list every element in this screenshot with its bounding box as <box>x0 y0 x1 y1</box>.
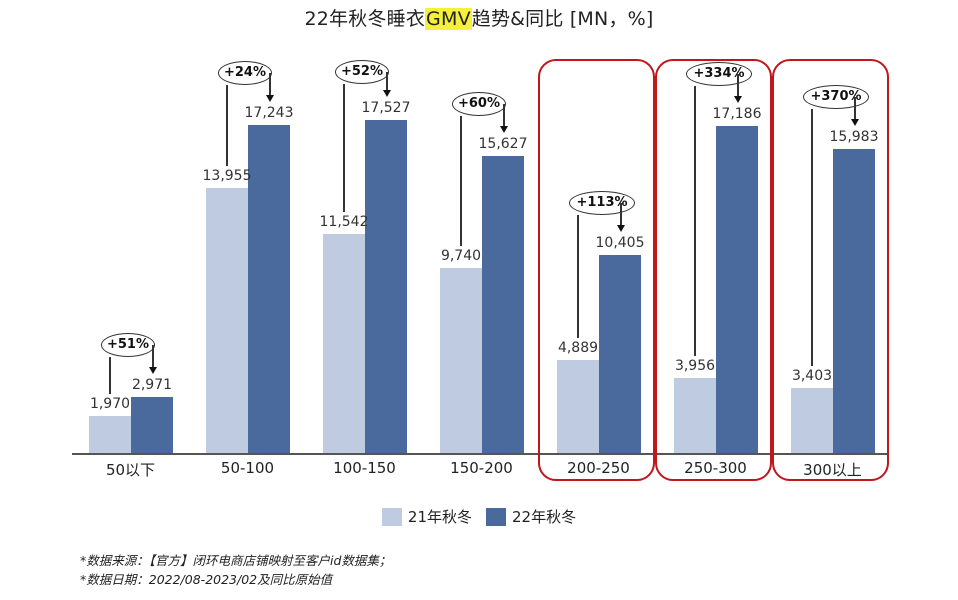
yoy-badge: +52% <box>335 60 389 84</box>
x-axis-line <box>72 453 888 455</box>
legend-swatch-22 <box>486 507 506 526</box>
bar-22-5 <box>716 126 758 453</box>
bar-21-2 <box>323 233 365 453</box>
connector-line <box>577 215 579 339</box>
title-prefix: 22年秋冬睡衣 <box>304 8 426 30</box>
connector-line <box>226 85 228 166</box>
highlight-box <box>538 59 655 481</box>
bar-22-6 <box>833 149 875 453</box>
title-suffix: 趋势&同比 [MN，%] <box>471 8 654 30</box>
connector-line <box>109 356 111 394</box>
value-label-21: 13,955 <box>202 167 252 184</box>
arrow-down-icon <box>734 96 742 104</box>
highlight-box <box>655 59 772 481</box>
value-label-21: 3,403 <box>791 368 833 385</box>
value-label-21: 11,542 <box>319 213 369 230</box>
yoy-badge: +51% <box>101 332 155 357</box>
legend-label-22: 22年秋冬 <box>512 508 577 526</box>
bar-21-1 <box>206 187 248 453</box>
highlight-box <box>772 59 889 481</box>
value-label-22: 17,527 <box>361 100 411 116</box>
connector-line <box>694 86 696 356</box>
x-tick-label: 150-200 <box>450 459 513 477</box>
connector-line <box>620 203 622 226</box>
x-tick-label: 50以下 <box>105 461 156 479</box>
yoy-badge: +60% <box>452 92 506 117</box>
x-tick-label: 250-300 <box>684 459 747 477</box>
yoy-badge: +24% <box>218 61 272 86</box>
value-label-21: 3,956 <box>674 357 716 374</box>
connector-line <box>460 116 462 246</box>
x-tick-label: 300以上 <box>803 461 862 479</box>
x-tick-label: 200-250 <box>567 459 630 477</box>
bar-21-3 <box>440 267 482 453</box>
legend-item-22: 22年秋冬 <box>486 506 576 527</box>
value-label-21: 4,889 <box>557 340 599 357</box>
bar-21-6 <box>791 388 833 453</box>
value-label-22: 2,971 <box>131 376 173 393</box>
date-note: *数据日期：2022/08-2023/02及同比原始值 <box>80 572 333 587</box>
bar-22-3 <box>482 156 524 453</box>
chart-title: 22年秋冬睡衣GMV趋势&同比 [MN，%] <box>0 4 958 31</box>
connector-line <box>503 104 505 127</box>
value-label-22: 15,983 <box>829 129 879 146</box>
legend-item-21: 21年秋冬 <box>381 506 472 527</box>
x-tick-label: 50-100 <box>220 459 275 477</box>
value-label-22: 17,186 <box>712 106 762 123</box>
source-note: *数据来源：【官方】闭环电商店铺映射至客户id数据集； <box>80 553 392 568</box>
value-label-22: 10,405 <box>595 235 645 252</box>
value-label-21: 9,740 <box>440 247 482 264</box>
bar-22-1 <box>248 125 290 453</box>
connector-line <box>343 84 345 212</box>
footnotes: *数据来源：【官方】闭环电商店铺映射至客户id数据集； *数据日期：2022/0… <box>80 551 391 589</box>
connector-line <box>152 344 154 367</box>
connector-line <box>386 72 388 90</box>
title-highlight: GMV <box>425 8 472 30</box>
bar-21-0 <box>89 415 131 453</box>
connector-line <box>737 74 739 97</box>
legend-label-21: 21年秋冬 <box>407 508 472 526</box>
arrow-down-icon <box>851 119 859 127</box>
bar-22-0 <box>131 396 173 453</box>
arrow-down-icon <box>617 225 625 233</box>
arrow-down-icon <box>383 90 391 97</box>
arrow-down-icon <box>149 366 157 374</box>
arrow-down-icon <box>266 95 274 103</box>
legend-swatch-21 <box>381 507 402 526</box>
yoy-badge: +370% <box>803 85 869 110</box>
value-label-22: 15,627 <box>478 136 528 153</box>
bar-21-4 <box>557 360 599 453</box>
yoy-badge: +113% <box>569 191 635 216</box>
x-tick-label: 100-150 <box>333 459 396 477</box>
value-label-22: 17,243 <box>244 105 294 122</box>
connector-line <box>269 73 271 96</box>
chart-legend: 21年秋冬 22年秋冬 <box>0 506 958 527</box>
bar-22-4 <box>599 255 641 453</box>
connector-line <box>854 97 856 120</box>
connector-line <box>811 109 813 367</box>
yoy-badge: +334% <box>686 62 752 87</box>
bar-22-2 <box>365 120 407 453</box>
arrow-down-icon <box>500 126 508 134</box>
bar-21-5 <box>674 377 716 453</box>
value-label-21: 1,970 <box>89 395 131 412</box>
